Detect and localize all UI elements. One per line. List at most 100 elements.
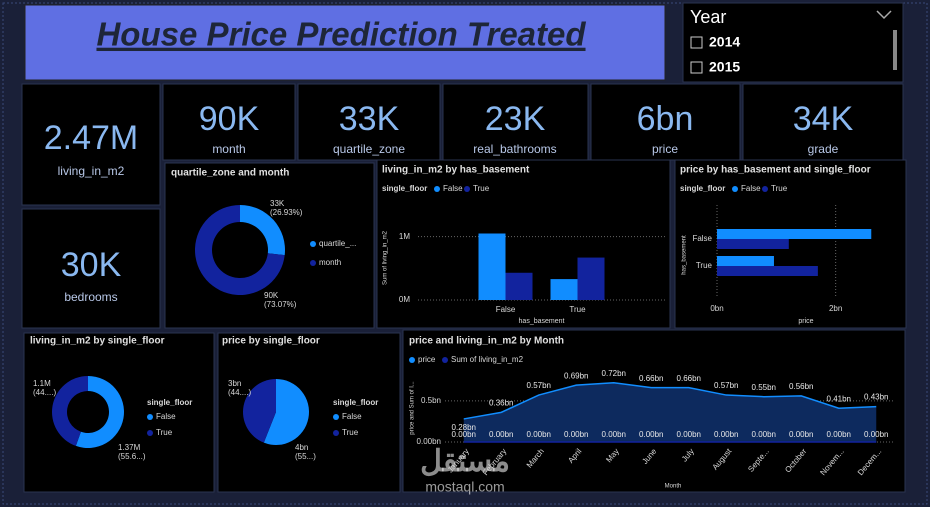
data-label: 0.00bn — [864, 430, 888, 439]
legend-label: month — [319, 258, 341, 267]
checkbox[interactable] — [690, 61, 703, 74]
legend-label: False — [156, 412, 176, 421]
y-tick-label: 0.00bn — [417, 437, 441, 446]
data-label: 0.55bn — [752, 383, 776, 392]
bar — [478, 233, 506, 300]
data-label: 0.00bn — [602, 430, 626, 439]
legend-label: Sum of living_in_m2 — [451, 355, 524, 364]
legend-title: single_floor — [382, 184, 427, 193]
legend-marker — [732, 186, 738, 192]
y-tick-label: 1M — [399, 232, 410, 241]
line — [463, 381, 877, 420]
bar — [550, 279, 578, 300]
chart-title: quartile_zone and month — [171, 168, 289, 179]
data-label: 0.00bn — [527, 430, 551, 439]
scrollbar — [893, 30, 897, 70]
card-label: living_in_m2 — [58, 164, 125, 178]
slicer-chevron[interactable] — [876, 10, 892, 20]
legend-title: single_floor — [147, 398, 192, 407]
slicer-option[interactable]: 2015 — [709, 59, 740, 75]
legend-marker — [464, 186, 470, 192]
legend-marker — [442, 357, 448, 363]
bar — [717, 266, 818, 276]
y-axis-title: Sum of living_in_m2 — [383, 230, 389, 285]
data-label: 0.00bn — [564, 430, 588, 439]
x-tick-label: True — [569, 305, 586, 314]
x-tick-label: 2bn — [829, 304, 842, 313]
slice — [263, 379, 310, 445]
data-label: 0.72bn — [602, 369, 626, 378]
legend-label: True — [771, 184, 788, 193]
data-label: 0.00bn — [827, 430, 851, 439]
card-value: 2.47M — [44, 119, 139, 157]
x-axis-title: has_basement — [519, 318, 565, 325]
data-label: 90K (73.07%) — [264, 291, 297, 309]
data-label: 0.66bn — [639, 374, 663, 383]
card-label: grade — [808, 142, 839, 156]
card-value: 6bn — [637, 100, 694, 138]
slice — [75, 376, 124, 449]
data-label: 0.43bn — [864, 393, 888, 402]
legend-marker — [333, 414, 339, 420]
data-label: 0.69bn — [564, 371, 588, 380]
y-tick-label: 0.5bn — [421, 396, 441, 405]
panel — [590, 83, 741, 161]
legend-marker — [762, 186, 768, 192]
bar — [717, 229, 872, 239]
data-label: 0.28bn — [452, 423, 476, 432]
panel — [162, 83, 296, 161]
legend-label: True — [473, 184, 490, 193]
slice — [194, 205, 285, 296]
data-label: 0.36bn — [489, 398, 513, 407]
x-tick-label: False — [496, 305, 516, 314]
legend-label: False — [443, 184, 463, 193]
panel — [21, 208, 161, 329]
data-label: 0.56bn — [789, 382, 813, 391]
bar — [717, 239, 789, 249]
slice — [240, 205, 285, 256]
card-value: 34K — [793, 100, 854, 138]
panel — [297, 83, 441, 161]
y-tick-label: 0M — [399, 295, 410, 304]
card-label: price — [652, 142, 678, 156]
data-label: 0.41bn — [827, 394, 851, 403]
legend-label: True — [156, 428, 173, 437]
legend-marker — [310, 260, 316, 266]
data-label: 1.1M (44....) — [33, 379, 56, 397]
card-label: real_bathrooms — [473, 142, 556, 156]
legend-title: single_floor — [333, 398, 378, 407]
page-title: House Price Prediction Treated — [96, 16, 586, 53]
legend-marker — [409, 357, 415, 363]
chart-title: living_in_m2 by has_basement — [382, 165, 530, 176]
legend-marker — [333, 430, 339, 436]
panel — [674, 159, 907, 329]
chart-title: price by single_floor — [222, 336, 320, 347]
slicer-option[interactable]: 2014 — [709, 34, 740, 50]
card-label: bedrooms — [64, 290, 117, 304]
legend-label: quartile_... — [319, 239, 356, 248]
x-axis-title: price — [798, 318, 813, 325]
chart-title: price by has_basement and single_floor — [680, 165, 871, 176]
card-value: 33K — [339, 100, 400, 138]
title-box — [24, 4, 666, 81]
y-tick-label: True — [696, 261, 713, 270]
data-label: 3bn (44....) — [228, 379, 251, 397]
slice — [243, 379, 276, 443]
legend-label: True — [342, 428, 359, 437]
data-label: 0.00bn — [489, 430, 513, 439]
slice — [51, 376, 88, 446]
data-label: 0.00bn — [677, 430, 701, 439]
area-fill — [463, 382, 877, 442]
watermark: مستقل — [420, 445, 510, 478]
checkbox[interactable] — [690, 36, 703, 49]
x-tick-label: 0bn — [710, 304, 723, 313]
legend-marker — [147, 430, 153, 436]
panel — [742, 83, 904, 161]
slicer-title: Year — [690, 7, 726, 27]
data-label: 1.37M (55.6...) — [118, 443, 146, 461]
data-label: 4bn (55...) — [295, 443, 316, 461]
bar — [505, 272, 533, 300]
data-label: 0.00bn — [752, 430, 776, 439]
panel — [442, 83, 589, 161]
panel — [682, 2, 904, 83]
